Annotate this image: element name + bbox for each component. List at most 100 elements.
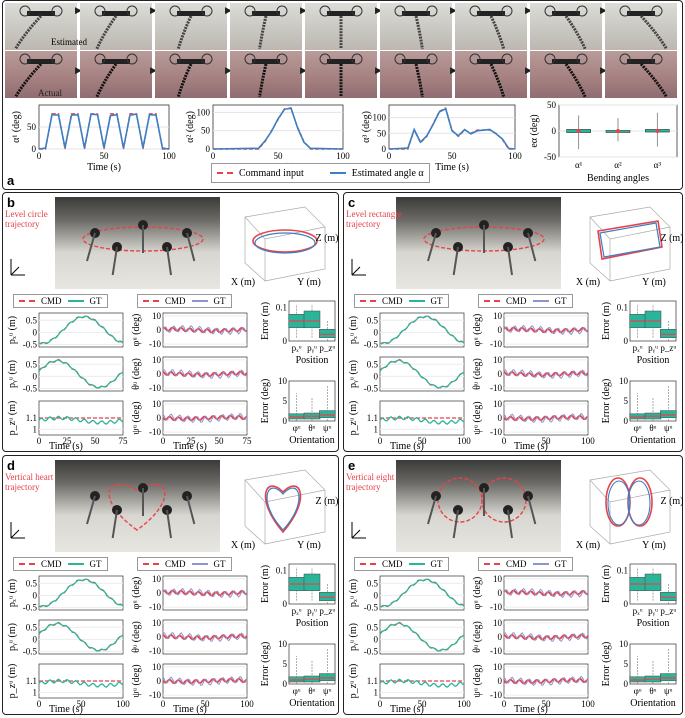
y-tick-label: 0	[283, 599, 288, 609]
y-axis-label: α³ (deg)	[361, 111, 372, 143]
y-tick-label: 1.1	[367, 676, 378, 686]
y-axis-label: eα (deg)	[529, 114, 540, 147]
box	[303, 573, 321, 591]
axis-label-3d: Y (m)	[297, 277, 321, 288]
y-axis-label: α¹ (deg)	[11, 111, 22, 143]
plot-frame	[388, 104, 516, 150]
series-gt	[503, 631, 589, 642]
y-axis-label: Error (m)	[260, 565, 271, 603]
subplot-title: Orientation	[289, 698, 335, 709]
arrow-icon: ▶	[225, 5, 232, 15]
drone-arm-drawing	[14, 5, 63, 50]
y-tick-label: 0.1	[617, 566, 628, 576]
trajectory-3d: X (m) Y (m) Z (m)	[231, 206, 339, 288]
series-gt	[38, 578, 124, 608]
box	[660, 592, 677, 601]
y-axis-label: ψᵘ (deg)	[131, 664, 142, 697]
experiment-photo	[55, 460, 220, 552]
y-tick-label: -0.5	[23, 603, 38, 613]
y-axis-label: pₓᵘ (m)	[348, 316, 359, 344]
panel-e: e Vertical eight trajectory X (m) Y (m) Z (m…	[343, 455, 684, 715]
y-tick-label: 0	[374, 327, 379, 337]
subplot-title: Orientation	[630, 435, 676, 446]
series-gt	[38, 678, 124, 688]
drone-arm-drawing	[169, 53, 213, 98]
series-gt	[38, 415, 124, 425]
subplot: 11.1 0 50 100 p_zᵘ (m)	[348, 400, 471, 446]
series-gt	[38, 359, 124, 389]
y-tick-label: 0.1	[617, 303, 628, 313]
x-tick-label: 50	[418, 436, 428, 446]
y-tick-label: -10	[149, 427, 161, 437]
frame-estimated-9	[605, 3, 677, 50]
y-tick-label: 0.1	[276, 303, 287, 313]
drone-arm-drawing	[244, 5, 288, 50]
x-tick-label: 50	[418, 699, 428, 709]
x-tick-label: pₓᵘ	[292, 606, 302, 616]
x-axis-label: Time (s)	[390, 441, 424, 452]
frame-estimated-6	[380, 3, 452, 50]
y-tick-label: 10	[278, 376, 288, 386]
y-tick-label: 0	[157, 676, 162, 686]
subplot: -10 0 10 φᵘ (deg)	[472, 574, 589, 612]
y-tick-label: 50	[27, 122, 37, 132]
estimated-frames: ▶ ▶ ▶ ▶ ▶ ▶ ▶ ▶	[5, 3, 681, 51]
x-tick-label: 100	[508, 151, 522, 161]
legend-swatch-cmd	[19, 300, 35, 302]
series-gt	[379, 578, 465, 608]
arrow-icon: ▶	[600, 5, 607, 15]
y-tick-label: 10	[493, 355, 503, 365]
y-tick-label: 0	[33, 634, 38, 644]
drone-arm-drawing	[319, 53, 363, 97]
y-axis-label: p_zᵘ (m)	[348, 401, 359, 436]
x-tick-label: 100	[457, 436, 471, 446]
subplot-title: Position	[637, 618, 670, 629]
x-tick-label: 0	[378, 699, 383, 709]
box	[319, 592, 336, 601]
drone-arm-drawing	[244, 53, 288, 98]
x-tick-label: θᵘ	[649, 686, 656, 696]
panel-b: b Level circle trajectory X (m) Y (m) Z (m) C…	[2, 192, 339, 452]
y-tick-label: 0	[33, 371, 38, 381]
series-gt	[503, 587, 589, 599]
y-axis-label: Error (deg)	[260, 379, 271, 424]
y-axis-label: p_zᵘ (m)	[7, 664, 18, 699]
legend-swatch-gt	[191, 563, 208, 565]
y-tick-label: 0	[283, 336, 288, 346]
y-tick-label: 0	[498, 369, 503, 379]
box	[288, 413, 305, 420]
series-gt	[38, 315, 124, 345]
y-tick-label: 0.5	[26, 622, 38, 632]
y-tick-label: 10	[619, 639, 629, 649]
panel-a-legend: Command input Estimated angle α	[211, 163, 430, 183]
arrow-icon: ▶	[300, 65, 307, 75]
legend-cmd-label: CMD	[165, 296, 186, 306]
error-boxplot: 0 5 10 φᵘ θᵘ ψᵘ Error (deg) Orientation	[601, 639, 677, 709]
axis-label-3d: Z (m)	[660, 496, 683, 507]
subplot-legend: CMD GT	[478, 557, 573, 571]
y-tick-label: 0	[498, 632, 503, 642]
frame-actual-4	[230, 51, 302, 98]
legend-gt-label: GT	[213, 559, 226, 569]
series-estimated	[38, 113, 170, 150]
arrow-icon: ▶	[375, 5, 382, 15]
series-gt	[379, 678, 465, 688]
legend-cmd-label: CMD	[165, 559, 186, 569]
y-tick-label: 0	[283, 416, 288, 426]
y-axis-label: φᵘ (deg)	[472, 577, 483, 610]
legend-cmd-label: CMD	[506, 559, 527, 569]
trajectory-name-label: Level circle trajectory	[5, 209, 48, 229]
frame-estimated-8	[530, 3, 602, 50]
subplot: -10 0 10 θᵘ (deg)	[131, 618, 248, 656]
series-gt	[379, 359, 465, 389]
trajectory-3d: X (m) Y (m) Z (m)	[231, 469, 339, 551]
y-axis-label: pₓᵘ (m)	[7, 579, 18, 607]
axis-label-3d: Y (m)	[642, 540, 666, 551]
frame-actual-9	[605, 51, 677, 98]
axis-label-3d: X (m)	[231, 540, 255, 551]
x-tick-label: 50	[91, 436, 101, 446]
y-tick-label: 0	[374, 634, 379, 644]
error-boxplot: 0 0.1 pₓᵘ pᵧᵘ p_zᵘ Error (m) Position	[601, 300, 677, 366]
x-axis-label: Time (s)	[514, 704, 548, 715]
